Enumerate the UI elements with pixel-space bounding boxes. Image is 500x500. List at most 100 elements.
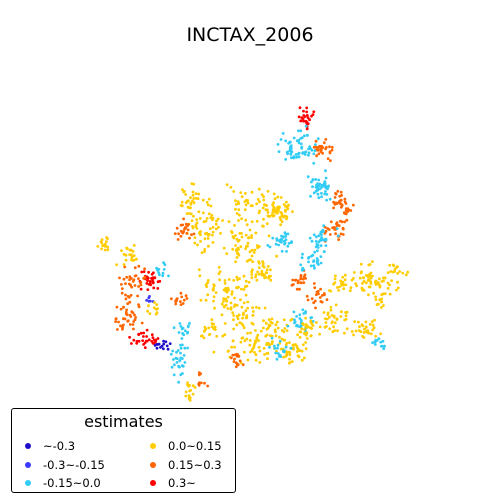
estimate-point xyxy=(340,282,343,286)
estimate-point xyxy=(101,244,105,247)
estimate-point xyxy=(213,325,217,329)
estimate-point xyxy=(213,306,216,310)
estimate-point xyxy=(115,305,119,309)
estimate-point xyxy=(283,214,287,218)
estimate-point xyxy=(174,300,178,303)
estimate-point xyxy=(173,232,177,236)
estimate-point xyxy=(328,233,332,236)
estimate-point xyxy=(146,279,149,282)
estimate-point xyxy=(158,279,162,283)
estimate-point xyxy=(248,339,252,342)
estimate-point xyxy=(308,236,312,240)
estimate-point xyxy=(261,262,265,265)
estimate-point xyxy=(288,361,292,364)
estimate-point xyxy=(326,227,329,230)
estimate-point xyxy=(309,194,312,198)
estimate-point xyxy=(245,199,249,203)
estimate-point xyxy=(289,146,293,150)
estimate-point xyxy=(287,141,290,145)
estimate-point xyxy=(168,342,172,345)
estimate-point xyxy=(285,329,289,332)
estimate-point xyxy=(343,197,347,201)
estimate-point xyxy=(151,341,155,345)
estimate-point xyxy=(266,265,270,268)
estimate-point xyxy=(299,277,303,281)
estimate-point xyxy=(249,350,252,354)
estimate-point xyxy=(245,284,249,288)
estimate-point xyxy=(289,318,292,322)
estimate-point xyxy=(192,197,196,200)
estimate-point xyxy=(257,272,261,276)
estimate-point xyxy=(288,341,291,344)
legend-label: -0.3~-0.15 xyxy=(43,458,105,472)
estimate-point xyxy=(248,343,252,347)
estimate-point xyxy=(175,361,179,364)
estimate-point xyxy=(234,260,238,264)
estimate-point xyxy=(206,279,210,282)
estimate-point xyxy=(328,327,332,331)
estimate-point xyxy=(267,323,271,327)
estimate-point xyxy=(300,256,304,260)
estimate-point xyxy=(328,150,332,154)
estimate-point xyxy=(326,157,330,161)
estimate-point xyxy=(180,337,184,340)
estimate-point xyxy=(237,219,240,222)
estimate-point xyxy=(316,148,320,152)
estimate-point xyxy=(310,327,313,330)
estimate-point xyxy=(332,206,335,210)
estimate-point xyxy=(186,381,190,385)
estimate-point xyxy=(197,382,201,386)
estimate-point xyxy=(177,364,180,368)
estimate-point xyxy=(132,338,136,342)
estimate-point xyxy=(304,124,308,128)
estimate-point xyxy=(299,281,302,284)
estimate-point xyxy=(367,278,371,281)
estimate-point xyxy=(145,298,149,302)
estimate-point xyxy=(162,342,166,346)
estimate-point xyxy=(286,207,290,211)
estimate-point xyxy=(323,250,326,254)
estimate-point xyxy=(333,228,337,231)
estimate-point xyxy=(345,327,349,331)
estimate-point xyxy=(272,214,276,217)
estimate-point xyxy=(270,336,274,340)
estimate-point xyxy=(236,200,240,204)
estimate-point xyxy=(234,353,237,357)
estimate-point xyxy=(190,182,194,186)
estimate-point xyxy=(312,301,316,305)
estimate-point xyxy=(238,213,241,217)
estimate-point xyxy=(272,205,276,209)
estimate-point xyxy=(143,275,147,279)
estimate-point xyxy=(330,321,334,325)
estimate-point xyxy=(170,365,174,369)
estimate-point xyxy=(205,201,209,204)
estimate-point xyxy=(306,175,310,179)
estimate-point xyxy=(128,335,132,339)
estimate-point xyxy=(186,346,190,350)
estimate-point xyxy=(255,219,259,223)
estimate-point xyxy=(272,192,276,196)
estimate-point xyxy=(315,290,319,294)
estimate-point xyxy=(295,287,299,291)
estimate-point xyxy=(172,358,175,361)
estimate-point xyxy=(122,317,125,321)
estimate-point xyxy=(172,373,176,377)
estimate-point xyxy=(293,320,297,324)
estimate-point xyxy=(105,236,108,239)
estimate-point xyxy=(197,210,201,214)
estimate-point xyxy=(309,316,313,320)
estimate-point xyxy=(278,335,281,339)
estimate-point xyxy=(316,249,319,253)
estimate-point xyxy=(297,115,301,119)
estimate-point xyxy=(305,127,309,131)
estimate-point xyxy=(262,319,265,323)
estimate-point xyxy=(212,299,215,303)
estimate-point xyxy=(348,289,352,293)
estimate-point xyxy=(137,264,141,268)
estimate-point xyxy=(239,340,243,344)
estimate-point xyxy=(345,310,349,314)
estimate-point xyxy=(186,228,190,232)
legend-item-neg-0.15-0.0: -0.15~0.0 xyxy=(25,476,101,490)
estimate-point xyxy=(250,236,253,240)
estimate-point xyxy=(177,331,181,334)
